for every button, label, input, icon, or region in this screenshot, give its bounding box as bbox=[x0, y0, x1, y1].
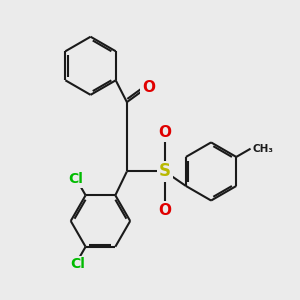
Text: CH₃: CH₃ bbox=[253, 144, 274, 154]
Text: S: S bbox=[159, 163, 171, 181]
Text: O: O bbox=[158, 202, 171, 217]
Text: O: O bbox=[142, 80, 155, 95]
Text: O: O bbox=[158, 125, 171, 140]
Text: Cl: Cl bbox=[70, 257, 85, 271]
Text: Cl: Cl bbox=[68, 172, 83, 186]
